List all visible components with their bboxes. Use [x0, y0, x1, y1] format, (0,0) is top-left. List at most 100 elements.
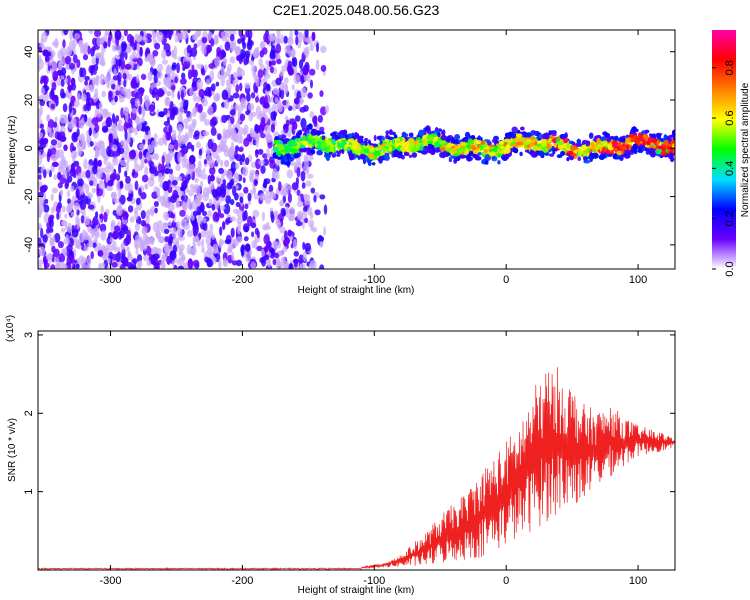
- heatmap-cell: [116, 205, 123, 217]
- heatmap-cell: [306, 173, 314, 179]
- heatmap-cell: [80, 93, 87, 101]
- heatmap-cell: [134, 155, 138, 167]
- heatmap-cell: [222, 257, 227, 267]
- heatmap-cell: [220, 159, 224, 167]
- heatmap-cell: [83, 104, 88, 112]
- heatmap-cell: [81, 186, 85, 196]
- heatmap-cell: [79, 232, 85, 243]
- heatmap-cell: [133, 239, 140, 250]
- heatmap-cell: [219, 226, 223, 236]
- heatmap-cell: [255, 96, 259, 103]
- heatmap-cell: [194, 130, 200, 138]
- heatmap-cell: [260, 165, 266, 174]
- heatmap-cell: [103, 75, 111, 84]
- heatmap-cell: [99, 223, 107, 233]
- heatmap-cell: [92, 77, 97, 86]
- heatmap-cell: [164, 168, 170, 175]
- heatmap-cell: [205, 86, 211, 97]
- heatmap-cell: [276, 30, 281, 39]
- y-tick-label: 40: [23, 46, 35, 58]
- heatmap-cell: [219, 213, 225, 219]
- heatmap-cell: [156, 31, 164, 43]
- heatmap-cell: [244, 243, 251, 252]
- heatmap-cell: [262, 77, 268, 83]
- heatmap-cell: [586, 148, 590, 152]
- heatmap-cell: [294, 30, 299, 36]
- heatmap-cell: [271, 60, 276, 66]
- heatmap-cell: [497, 160, 501, 165]
- heatmap-cell: [64, 77, 68, 84]
- heatmap-cell: [92, 177, 98, 187]
- heatmap-cell: [69, 62, 75, 70]
- heatmap-cell: [237, 226, 241, 235]
- heatmap-cell: [87, 262, 91, 269]
- heatmap-cell: [138, 143, 145, 150]
- heatmap-cell: [80, 139, 86, 151]
- heatmap-cell: [134, 222, 140, 232]
- heatmap-cell: [162, 222, 168, 228]
- heatmap-cell: [439, 140, 446, 145]
- heatmap-cell: [316, 150, 323, 156]
- heatmap-cell: [601, 140, 608, 147]
- heatmap-cell: [174, 139, 179, 151]
- heatmap-cell: [186, 230, 193, 238]
- heatmap-cell: [172, 260, 175, 267]
- heatmap-cell: [230, 116, 235, 125]
- heatmap-cell: [119, 194, 126, 205]
- heatmap-cell: [251, 240, 256, 249]
- heatmap-cell: [588, 132, 594, 139]
- heatmap-cell: [367, 160, 372, 166]
- heatmap-cell: [38, 174, 42, 180]
- heatmap-cell: [437, 132, 441, 138]
- heatmap-cell: [520, 126, 525, 131]
- heatmap-cell: [236, 66, 241, 78]
- heatmap-cell: [560, 150, 565, 157]
- heatmap-cell: [263, 33, 268, 43]
- heatmap-cell: [61, 263, 68, 269]
- heatmap-cell: [50, 193, 54, 201]
- heatmap-cell: [247, 192, 252, 202]
- heatmap-cell: [107, 179, 114, 187]
- heatmap-cell: [95, 148, 99, 158]
- heatmap-cell: [209, 181, 215, 190]
- spectrogram-x-label: Height of straight line (km): [298, 285, 415, 296]
- heatmap-cell: [645, 150, 650, 155]
- heatmap-cell: [619, 145, 627, 150]
- heatmap-cell: [263, 102, 270, 109]
- heatmap-cell: [140, 125, 148, 132]
- heatmap-cell: [211, 116, 217, 124]
- heatmap-cell: [53, 38, 59, 49]
- heatmap-cell: [124, 63, 132, 70]
- heatmap-cell: [222, 51, 227, 58]
- heatmap-cell: [235, 259, 243, 267]
- heatmap-cell: [253, 193, 260, 200]
- heatmap-cell: [543, 134, 550, 140]
- heatmap-cell: [288, 207, 295, 216]
- heatmap-cell: [227, 148, 235, 159]
- x-tick-label: -300: [100, 575, 122, 587]
- heatmap-cell: [50, 264, 56, 269]
- heatmap-cell: [409, 141, 415, 148]
- heatmap-cell: [354, 132, 358, 138]
- heatmap-cell: [402, 143, 407, 147]
- heatmap-cell: [122, 72, 127, 80]
- heatmap-cell: [196, 63, 203, 69]
- heatmap-cell: [140, 191, 147, 200]
- heatmap-cell: [454, 156, 458, 163]
- heatmap-cell: [649, 148, 654, 154]
- heatmap-cell: [113, 68, 117, 77]
- heatmap-cell: [170, 213, 176, 219]
- heatmap-cell: [302, 140, 309, 147]
- heatmap-cell: [118, 95, 125, 103]
- heatmap-cell: [126, 154, 131, 164]
- heatmap-cell: [231, 260, 238, 266]
- heatmap-cell: [524, 140, 531, 145]
- heatmap-cell: [135, 248, 139, 255]
- heatmap-cell: [266, 221, 270, 228]
- heatmap-cell: [190, 69, 196, 78]
- heatmap-cell: [206, 259, 214, 268]
- heatmap-cell: [40, 87, 45, 95]
- heatmap-cell: [103, 41, 108, 49]
- heatmap-cell: [265, 83, 271, 92]
- heatmap-cell: [236, 216, 243, 225]
